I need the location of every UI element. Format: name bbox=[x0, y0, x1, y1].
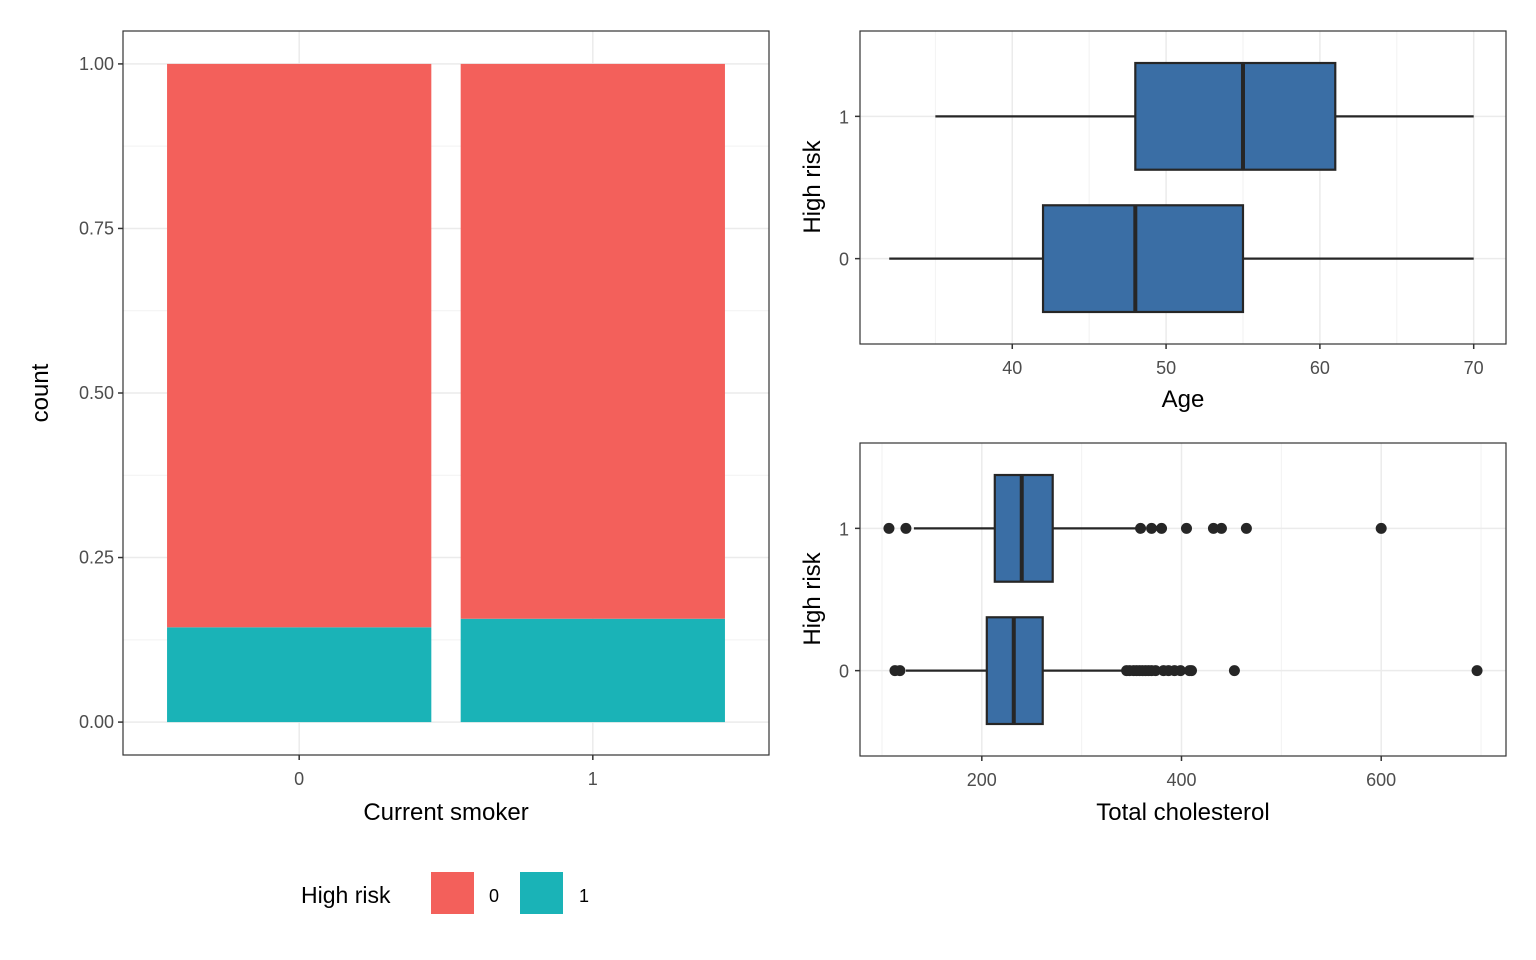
legend-key-0 bbox=[431, 872, 474, 914]
legend-label-1: 1 bbox=[579, 886, 589, 906]
chol-panel-border bbox=[859, 442, 1507, 757]
chol-outlier-0 bbox=[1150, 665, 1162, 677]
legend-key-1 bbox=[520, 872, 563, 914]
chol-y-axis-title: High risk bbox=[799, 551, 826, 645]
bar-segment-smoker-0-risk-1 bbox=[167, 627, 432, 723]
age-boxplot-panel: 40 50 60 70 01 Age High risk bbox=[799, 30, 1507, 413]
chol-outlier-1 bbox=[1215, 522, 1227, 534]
chol-outlier-1 bbox=[900, 522, 912, 534]
age-y-ticks: 01 bbox=[839, 107, 860, 270]
chol-outlier-0 bbox=[1471, 665, 1483, 677]
bar-y-ticks: 0.00 0.25 0.50 0.75 1.00 bbox=[79, 54, 123, 732]
bar-y-tick-label: 1.00 bbox=[79, 54, 114, 74]
cholesterol-boxplot-panel: 200 400 600 01 Total cholesterol High risk bbox=[799, 442, 1507, 826]
chol-y-tick-label: 0 bbox=[839, 662, 849, 682]
age-x-tick-label: 60 bbox=[1310, 358, 1330, 378]
chol-y-tick-label: 1 bbox=[839, 519, 849, 539]
chol-outlier-1 bbox=[1240, 522, 1252, 534]
bar-segment-smoker-1-risk-1 bbox=[460, 618, 725, 723]
bar-y-tick-label: 0.25 bbox=[79, 548, 114, 568]
bar-marks bbox=[167, 63, 725, 723]
bar-y-tick-label: 0.75 bbox=[79, 218, 114, 238]
chol-outlier-0 bbox=[894, 665, 906, 677]
chol-outlier-1 bbox=[1207, 522, 1219, 534]
age-x-tick-label: 50 bbox=[1156, 358, 1176, 378]
age-panel-border bbox=[859, 30, 1507, 345]
chol-outlier-1 bbox=[1375, 522, 1387, 534]
bar-segment-smoker-0-risk-0 bbox=[167, 63, 432, 628]
chol-x-tick-label: 200 bbox=[967, 770, 997, 790]
chol-outlier-1 bbox=[883, 522, 895, 534]
chol-outlier-1 bbox=[1135, 522, 1147, 534]
chol-outlier-0 bbox=[1185, 665, 1197, 677]
age-x-axis-title: Age bbox=[1162, 386, 1205, 413]
chol-x-axis-title: Total cholesterol bbox=[1096, 799, 1269, 826]
chol-x-tick-label: 400 bbox=[1166, 770, 1196, 790]
bar-segment-smoker-1-risk-0 bbox=[460, 63, 725, 619]
chol-outlier-1 bbox=[1180, 522, 1192, 534]
bar-x-tick-label: 0 bbox=[294, 769, 304, 789]
age-y-axis-title: High risk bbox=[799, 139, 826, 233]
bar-y-tick-label: 0.00 bbox=[79, 712, 114, 732]
age-box-1 bbox=[1134, 61, 1337, 171]
bar-x-axis-title: Current smoker bbox=[363, 799, 528, 826]
legend: High risk 0 1 bbox=[301, 872, 589, 914]
age-x-tick-label: 40 bbox=[1002, 358, 1022, 378]
age-box-0 bbox=[1041, 204, 1245, 314]
chol-outlier-0 bbox=[1228, 665, 1240, 677]
chol-outlier-0 bbox=[1175, 665, 1187, 677]
age-x-ticks: 40 50 60 70 bbox=[1002, 344, 1484, 378]
chol-box-marks bbox=[883, 473, 1483, 726]
bar-x-tick-label: 1 bbox=[588, 769, 598, 789]
legend-title: High risk bbox=[301, 882, 391, 908]
age-x-tick-label: 70 bbox=[1464, 358, 1484, 378]
chol-outlier-1 bbox=[1146, 522, 1158, 534]
age-box-marks bbox=[889, 61, 1474, 314]
chol-x-ticks: 200 400 600 bbox=[967, 756, 1396, 790]
bar-y-axis-title: count bbox=[27, 363, 54, 422]
legend-label-0: 0 bbox=[489, 886, 499, 906]
chol-outlier-1 bbox=[1156, 522, 1168, 534]
chol-x-tick-label: 600 bbox=[1366, 770, 1396, 790]
age-y-tick-label: 0 bbox=[839, 250, 849, 270]
bar-y-tick-label: 0.50 bbox=[79, 383, 114, 403]
chol-y-ticks: 01 bbox=[839, 519, 860, 682]
age-y-tick-label: 1 bbox=[839, 107, 849, 127]
